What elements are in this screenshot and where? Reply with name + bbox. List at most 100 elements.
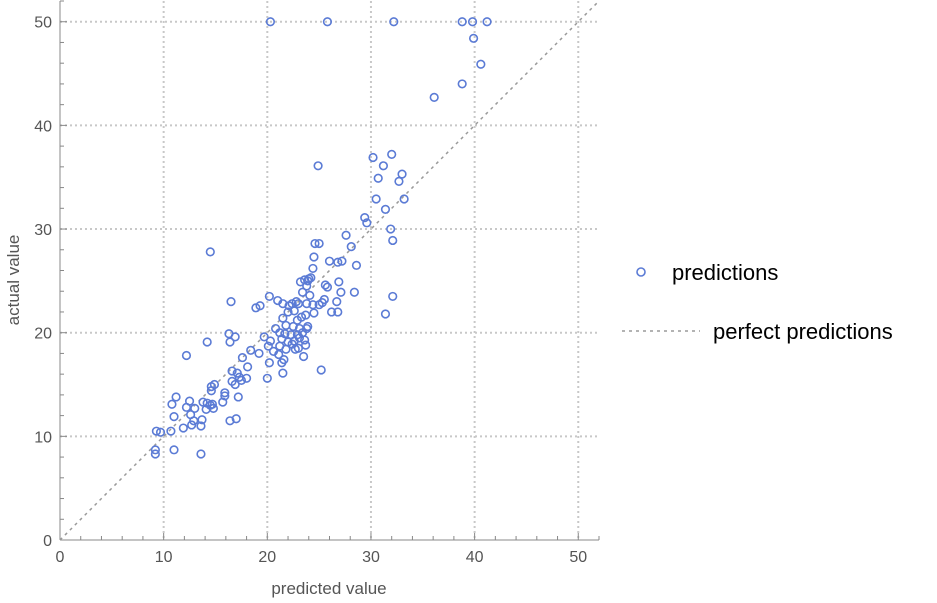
data-point-144 (169, 412, 179, 422)
data-point-148 (231, 414, 241, 424)
data-point-111 (298, 351, 309, 362)
data-point-54 (284, 301, 294, 311)
legend-label-perfect-predictions: perfect predictions (713, 319, 893, 344)
data-point-156 (150, 449, 160, 459)
axes (59, 0, 600, 541)
x-tick-label-0: 0 (56, 549, 65, 566)
data-point-14 (373, 173, 383, 183)
data-point-63 (251, 303, 261, 313)
data-point-102 (301, 340, 311, 350)
data-point-72 (278, 313, 288, 323)
data-point-19 (380, 204, 391, 214)
data-point-66 (289, 306, 299, 316)
data-point-64 (226, 296, 236, 307)
data-point-74 (296, 312, 307, 322)
data-point-40 (302, 281, 312, 291)
y-tick-label-20: 20 (34, 326, 52, 343)
data-point-60 (264, 291, 274, 302)
data-point-71 (380, 309, 391, 319)
data-point-140 (190, 403, 200, 413)
data-point-88 (259, 332, 269, 342)
data-point-7 (476, 59, 486, 69)
y-tick-label-50: 50 (34, 15, 52, 32)
data-point-138 (167, 399, 177, 409)
data-point-157 (169, 445, 179, 455)
x-tick-label-40: 40 (466, 549, 484, 566)
data-point-56 (302, 299, 312, 309)
data-point-2 (389, 17, 399, 27)
data-point-59 (317, 298, 327, 308)
data-point-23 (388, 235, 398, 246)
data-point-99 (281, 344, 291, 354)
data-point-123 (262, 373, 272, 383)
y-tick-label-30: 30 (34, 222, 52, 239)
data-point-108 (181, 350, 192, 361)
perfect-predictions-line (59, 0, 600, 541)
data-point-21 (362, 218, 372, 228)
data-point-32 (337, 256, 347, 266)
data-point-93 (294, 333, 305, 343)
data-point-31 (333, 257, 343, 267)
data-point-38 (306, 273, 316, 283)
legend-marker-predictions (636, 267, 646, 277)
data-point-104 (254, 348, 264, 359)
data-point-10 (313, 161, 323, 171)
data-point-26 (314, 238, 324, 249)
data-point-134 (171, 392, 181, 402)
data-point-150 (196, 421, 206, 431)
data-point-69 (326, 307, 337, 317)
data-point-25 (310, 238, 320, 249)
data-point-13 (387, 149, 397, 160)
data-point-20 (360, 213, 370, 223)
x-tick-label-20: 20 (258, 549, 276, 566)
data-point-57 (308, 300, 318, 310)
data-point-114 (243, 362, 253, 372)
data-point-154 (166, 426, 176, 436)
data-point-94 (300, 335, 310, 345)
data-point-97 (263, 341, 273, 351)
data-point-68 (309, 308, 319, 318)
data-point-15 (394, 176, 404, 186)
data-point-48 (388, 291, 398, 302)
data-point-124 (230, 379, 240, 390)
data-point-39 (295, 277, 306, 287)
tick-labels: 0 10 20 30 40 50 0 10 20 30 40 50 (34, 15, 587, 566)
data-point-6 (468, 33, 479, 43)
data-point-155 (150, 445, 160, 455)
data-point-121 (236, 375, 246, 385)
data-point-3 (457, 17, 467, 27)
data-point-75 (281, 320, 291, 331)
data-point-41 (320, 280, 330, 290)
reference-line-layer (59, 0, 600, 541)
data-point-95 (225, 337, 235, 347)
data-point-117 (227, 366, 237, 376)
data-point-4 (467, 17, 478, 27)
data-point-106 (274, 349, 284, 360)
data-point-17 (399, 194, 409, 204)
y-tick-label-0: 0 (43, 533, 52, 550)
data-point-136 (198, 397, 208, 407)
data-point-24 (341, 230, 351, 240)
data-point-70 (333, 307, 343, 317)
data-point-85 (302, 323, 312, 334)
data-point-151 (178, 423, 188, 433)
data-point-9 (457, 79, 467, 89)
data-point-18 (371, 194, 381, 204)
data-point-33 (351, 260, 362, 270)
x-axis-title: predicted value (271, 579, 386, 598)
legend-label-predictions: predictions (672, 260, 778, 285)
data-point-8 (429, 92, 439, 102)
data-point-45 (297, 287, 308, 297)
data-point-129 (233, 392, 243, 402)
data-point-96 (202, 337, 212, 347)
data-point-152 (151, 426, 161, 436)
data-point-12 (378, 161, 389, 171)
y-axis-title: actual value (4, 235, 23, 326)
data-point-16 (397, 169, 407, 179)
data-point-47 (349, 287, 359, 297)
data-point-103 (246, 345, 256, 355)
x-tick-label-10: 10 (155, 549, 173, 566)
x-tick-label-50: 50 (569, 549, 587, 566)
data-point-5 (482, 17, 492, 27)
